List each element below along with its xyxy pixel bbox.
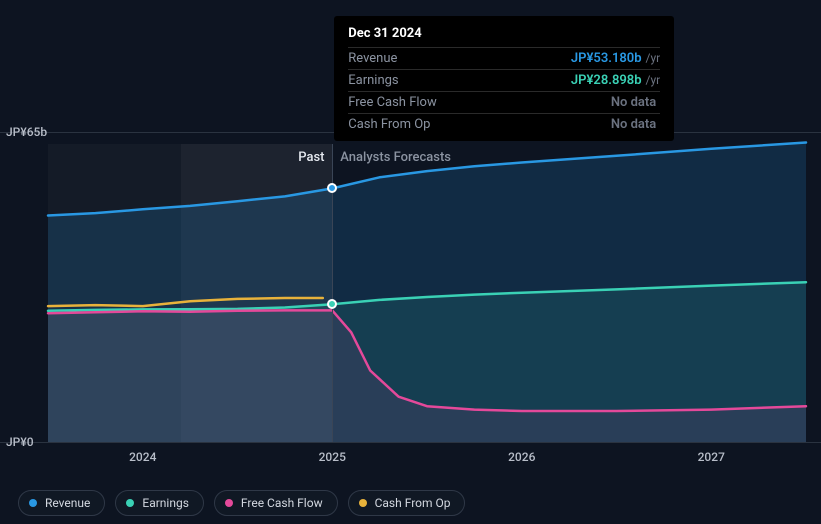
tooltip-row-value: JP¥28.898b/yr (571, 73, 660, 88)
tooltip-row-value: No data (611, 95, 660, 110)
tooltip-row-value: JP¥53.180b/yr (571, 51, 660, 66)
financials-forecast-chart: { "chart": { "type": "line", "background… (0, 0, 821, 524)
legend-dot (29, 499, 37, 507)
tooltip-row: Cash From Op No data (348, 113, 660, 135)
tooltip-row-label: Earnings (348, 73, 398, 88)
legend-label: Free Cash Flow (241, 496, 323, 510)
legend-label: Cash From Op (375, 496, 451, 510)
tooltip-row-label: Revenue (348, 51, 397, 66)
legend-dot (225, 499, 233, 507)
chart-tooltip: Dec 31 2024 Revenue JP¥53.180b/yr Earnin… (334, 16, 674, 141)
legend-item-cash-from-op[interactable]: Cash From Op (348, 490, 466, 516)
tooltip-row-label: Free Cash Flow (348, 95, 436, 110)
tooltip-marker-dot-revenue (327, 183, 337, 193)
x-tick-label: 2024 (129, 450, 156, 464)
tooltip-row-value: No data (611, 117, 660, 132)
legend-dot (126, 499, 134, 507)
legend-label: Revenue (45, 496, 90, 510)
tooltip-row: Revenue JP¥53.180b/yr (348, 47, 660, 69)
tooltip-title: Dec 31 2024 (348, 26, 660, 41)
legend-label: Earnings (142, 496, 189, 510)
tooltip-row: Earnings JP¥28.898b/yr (348, 69, 660, 91)
x-tick-label: 2027 (698, 450, 725, 464)
tooltip-marker-dot-earnings (327, 299, 337, 309)
legend-item-free-cash-flow[interactable]: Free Cash Flow (214, 490, 338, 516)
tooltip-row: Free Cash Flow No data (348, 91, 660, 113)
x-tick-label: 2025 (319, 450, 346, 464)
legend-item-earnings[interactable]: Earnings (115, 490, 204, 516)
legend-item-revenue[interactable]: Revenue (18, 490, 105, 516)
legend-dot (359, 499, 367, 507)
chart-legend: Revenue Earnings Free Cash Flow Cash Fro… (18, 490, 465, 516)
x-tick-label: 2026 (508, 450, 535, 464)
tooltip-row-label: Cash From Op (348, 117, 430, 132)
